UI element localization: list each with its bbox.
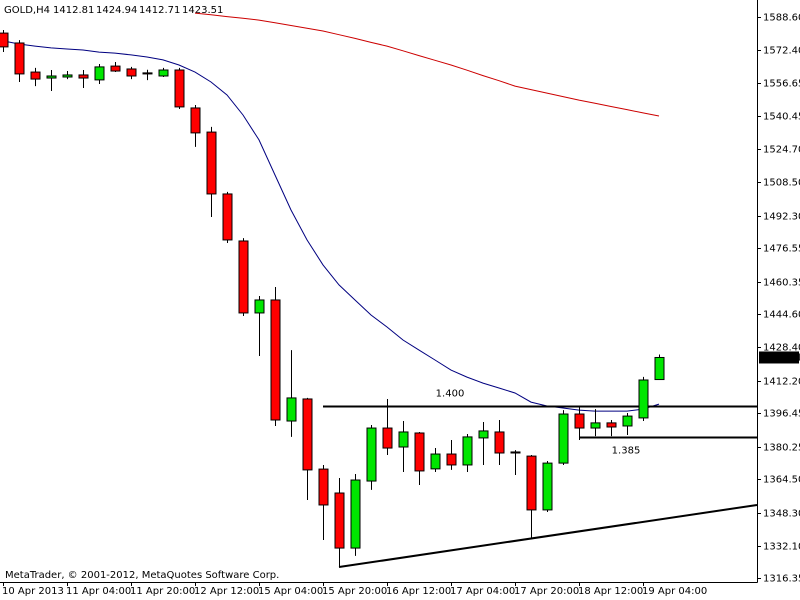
candle-body — [430, 453, 441, 470]
candle-body — [414, 432, 425, 472]
candle-body — [110, 65, 121, 72]
x-tick-label: 15 Apr 20:00 — [322, 586, 387, 597]
x-tick-label: 18 Apr 12:00 — [578, 586, 643, 597]
y-tick-label: 1412.20 — [763, 377, 800, 388]
x-tick-label: 11 Apr 20:00 — [130, 586, 195, 597]
candle-body — [190, 107, 201, 134]
last-price-label: 1423.51 — [761, 352, 800, 363]
candle-body — [334, 492, 345, 549]
y-tick-label: 1380.25 — [763, 443, 800, 454]
y-tick-label: 1396.45 — [763, 409, 800, 420]
y-tick-label: 1540.45 — [763, 112, 800, 123]
last-price-tag — [759, 351, 799, 364]
candle-body — [206, 131, 217, 195]
x-tick-label: 11 Apr 04:00 — [66, 586, 131, 597]
y-tick-label: 1348.30 — [763, 509, 800, 520]
candle-body — [222, 193, 233, 241]
y-tick-label: 1428.40 — [763, 343, 800, 354]
y-tick-label: 1364.50 — [763, 475, 800, 486]
candle-body — [318, 468, 329, 506]
x-tick-label: 12 Apr 12:00 — [194, 586, 259, 597]
candle-body — [462, 436, 473, 466]
candle-body — [14, 42, 25, 75]
candle-body — [558, 413, 569, 464]
candle-body — [366, 427, 377, 482]
trendline — [338, 503, 758, 569]
header-low: 1412.71 — [139, 5, 180, 16]
candle-body — [478, 430, 489, 439]
candle-body — [270, 299, 281, 421]
y-tick-label: 1572.40 — [763, 46, 800, 57]
y-tick-label: 1444.60 — [763, 310, 800, 321]
level-label: 1.400 — [436, 389, 465, 400]
candle-body — [46, 75, 57, 79]
header-high: 1424.94 — [96, 5, 137, 16]
candle-body — [638, 379, 649, 419]
candle-body — [574, 413, 585, 429]
y-tick-label: 1588.60 — [763, 13, 800, 24]
candle-body — [254, 299, 265, 314]
x-tick-label: 15 Apr 04:00 — [258, 586, 323, 597]
candle-body — [302, 398, 313, 471]
candle-body — [446, 453, 457, 466]
candle-body — [494, 431, 505, 454]
x-tick-label: 17 Apr 04:00 — [450, 586, 515, 597]
y-tick-label: 1460.35 — [763, 278, 800, 289]
candle-body — [654, 356, 665, 381]
symbol-label: GOLD,H4 — [4, 5, 50, 16]
x-tick-label: 17 Apr 20:00 — [514, 586, 579, 597]
x-tick-label: 16 Apr 12:00 — [386, 586, 451, 597]
candle-body — [30, 71, 41, 80]
level-label: 1.385 — [612, 446, 641, 457]
candle-body — [542, 462, 553, 511]
candle-body — [526, 455, 537, 511]
y-tick-label: 1524.70 — [763, 145, 800, 156]
candle-body — [382, 427, 393, 449]
y-tick-label: 1332.10 — [763, 542, 800, 553]
candle-body — [126, 68, 137, 77]
candle-body — [510, 451, 521, 454]
candle-body — [62, 74, 73, 78]
candle-body — [622, 415, 633, 427]
y-tick-label: 1556.65 — [763, 79, 800, 90]
candle-body — [590, 422, 601, 429]
candle-body — [174, 69, 185, 108]
header-close: 1423.51 — [182, 5, 223, 16]
x-tick-label: 19 Apr 04:00 — [642, 586, 707, 597]
candle-body — [606, 422, 617, 428]
y-tick-label: 1492.30 — [763, 212, 800, 223]
candle-body — [350, 479, 361, 549]
header-open: 1412.81 — [53, 5, 94, 16]
y-tick-label: 1508.50 — [763, 178, 800, 189]
y-tick-label: 1316.35 — [763, 574, 800, 585]
y-tick-label: 1476.55 — [763, 244, 800, 255]
candle-body — [0, 32, 9, 48]
candle-body — [94, 66, 105, 81]
x-tick-label: 10 Apr 2013 — [2, 586, 64, 597]
footer: MetaTrader, © 2001-2012, MetaQuotes Soft… — [5, 570, 279, 581]
moving-average — [194, 12, 660, 117]
candle-body — [286, 397, 297, 422]
candle-body — [78, 74, 89, 79]
candle-body — [142, 72, 153, 75]
candle-body — [238, 240, 249, 314]
candle-body — [398, 431, 409, 448]
candle-body — [158, 69, 169, 77]
